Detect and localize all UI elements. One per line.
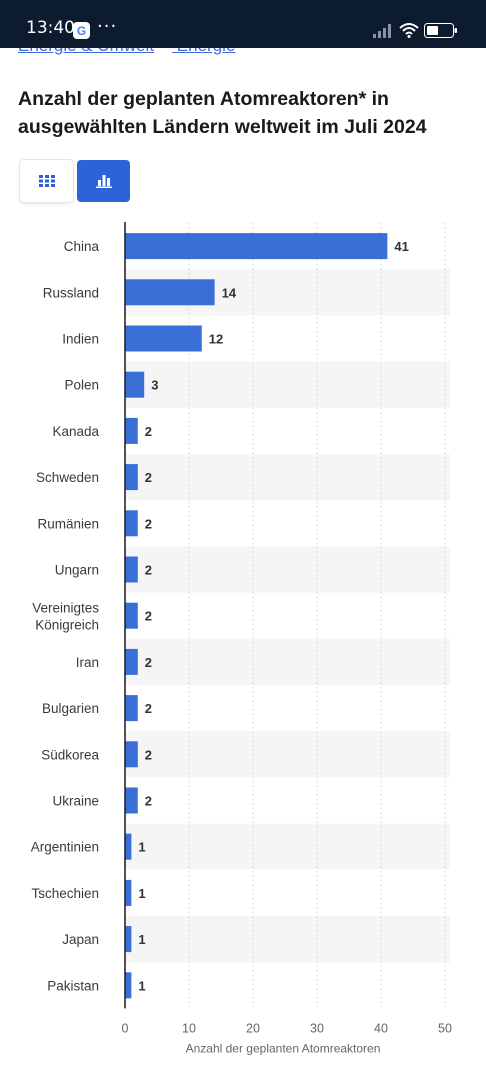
row-stripe [125, 546, 450, 593]
bar[interactable] [125, 695, 138, 722]
x-tick-label: 20 [246, 1021, 260, 1035]
data-label: 2 [145, 424, 152, 439]
data-label: 1 [138, 978, 145, 993]
bar[interactable] [125, 371, 145, 398]
bar[interactable] [125, 648, 138, 675]
chart-view-button[interactable] [77, 160, 130, 202]
bar[interactable] [125, 556, 138, 583]
category-label: Bulgarien [42, 701, 99, 716]
bar[interactable] [125, 602, 138, 629]
category-label: Ungarn [55, 563, 99, 578]
row-stripe [125, 361, 450, 408]
category-label: Indien [62, 332, 99, 347]
bar[interactable] [125, 464, 138, 491]
bar[interactable] [125, 233, 388, 260]
data-label: 41 [394, 239, 408, 254]
page-title: Anzahl der geplanten Atomreaktoren* in a… [18, 88, 427, 138]
category-label: Argentinien [31, 840, 99, 855]
data-label: 3 [151, 378, 158, 393]
bar[interactable] [125, 417, 138, 444]
category-label: Ukraine [52, 794, 99, 809]
status-bar: 13:40 G ··· [0, 0, 486, 48]
x-tick-label: 30 [310, 1021, 324, 1035]
grid-icon [38, 175, 55, 187]
x-tick-label: 10 [182, 1021, 196, 1035]
google-icon: G [73, 22, 90, 39]
category-label: Russland [43, 285, 99, 300]
data-label: 2 [145, 794, 152, 809]
category-label: Iran [76, 655, 99, 670]
bar[interactable] [125, 741, 138, 768]
signal-icon [373, 24, 391, 38]
row-stripe [125, 638, 450, 685]
bar[interactable] [125, 926, 132, 953]
data-label: 12 [209, 332, 223, 347]
category-label: China [64, 239, 100, 254]
x-tick-label: 0 [122, 1021, 129, 1035]
battery-icon [424, 23, 457, 38]
view-toggle [20, 160, 130, 202]
x-axis-title: Anzahl der geplanten Atomreaktoren [186, 1041, 381, 1055]
category-label: Kanada [52, 424, 99, 439]
bar[interactable] [125, 325, 202, 352]
bar[interactable] [125, 879, 132, 906]
bar[interactable] [125, 510, 138, 537]
breadcrumb: Energie & Umwelt Energie [18, 48, 253, 56]
data-label: 2 [145, 747, 152, 762]
data-label: 14 [222, 285, 237, 300]
row-stripe [125, 731, 450, 778]
bar[interactable] [125, 279, 215, 306]
bar[interactable] [125, 787, 138, 814]
category-label: Japan [62, 932, 99, 947]
data-label: 2 [145, 655, 152, 670]
more-icon: ··· [97, 16, 118, 37]
category-label: Schweden [36, 470, 99, 485]
breadcrumb-link-energie-umwelt[interactable]: Energie & Umwelt [18, 48, 154, 55]
data-label: 1 [138, 886, 145, 901]
category-label: Pakistan [47, 978, 99, 993]
category-label: Polen [64, 378, 99, 393]
category-label: Vereinigtes [32, 601, 99, 616]
x-tick-label: 40 [374, 1021, 388, 1035]
data-label: 1 [138, 932, 145, 947]
bar-chart-icon [95, 175, 112, 188]
row-stripe [125, 823, 450, 870]
status-time: 13:40 [26, 18, 75, 38]
x-tick-label: 50 [438, 1021, 452, 1035]
category-label: Tschechien [31, 886, 99, 901]
data-label: 1 [138, 840, 145, 855]
bar[interactable] [125, 833, 132, 860]
data-label: 2 [145, 516, 152, 531]
row-stripe [125, 916, 450, 963]
category-label: Königreich [35, 618, 99, 633]
data-label: 2 [145, 701, 152, 716]
bar-chart: 41China14Russland12Indien3Polen2Kanada2S… [31, 222, 452, 1055]
bar[interactable] [125, 972, 132, 999]
category-label: Südkorea [41, 747, 99, 762]
data-label: 2 [145, 609, 152, 624]
data-label: 2 [145, 470, 152, 485]
wifi-icon [399, 23, 419, 38]
breadcrumb-link-energie[interactable]: Energie [177, 48, 236, 55]
data-label: 2 [145, 563, 152, 578]
table-view-button[interactable] [20, 160, 73, 202]
row-stripe [125, 454, 450, 501]
category-label: Rumänien [37, 516, 99, 531]
